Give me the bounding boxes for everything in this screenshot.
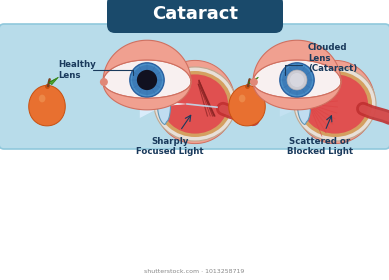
- Polygon shape: [249, 77, 258, 85]
- Circle shape: [282, 65, 312, 95]
- Polygon shape: [253, 82, 341, 110]
- Circle shape: [304, 101, 310, 107]
- Text: Cataract: Cataract: [152, 5, 238, 23]
- Polygon shape: [49, 77, 58, 85]
- Polygon shape: [296, 60, 375, 97]
- Ellipse shape: [39, 95, 46, 102]
- Circle shape: [250, 78, 258, 86]
- Ellipse shape: [154, 67, 236, 141]
- Text: shutterstock.com · 1013258719: shutterstock.com · 1013258719: [144, 269, 244, 274]
- Polygon shape: [280, 91, 309, 117]
- Ellipse shape: [239, 95, 245, 102]
- Circle shape: [100, 78, 108, 86]
- Polygon shape: [103, 40, 191, 81]
- Polygon shape: [253, 60, 341, 98]
- Polygon shape: [156, 60, 235, 97]
- Polygon shape: [298, 83, 310, 125]
- FancyBboxPatch shape: [0, 24, 389, 149]
- Text: Sharply
Focused Light: Sharply Focused Light: [136, 137, 204, 157]
- Polygon shape: [229, 85, 265, 126]
- Text: Scattered or
Blocked Light: Scattered or Blocked Light: [287, 137, 353, 157]
- Circle shape: [130, 63, 164, 97]
- Circle shape: [280, 63, 314, 97]
- Polygon shape: [103, 60, 191, 98]
- Ellipse shape: [158, 71, 232, 137]
- Circle shape: [290, 73, 304, 87]
- Polygon shape: [140, 90, 187, 118]
- Polygon shape: [253, 40, 341, 81]
- Ellipse shape: [294, 67, 376, 141]
- Ellipse shape: [298, 71, 372, 137]
- Ellipse shape: [302, 74, 368, 134]
- Polygon shape: [162, 102, 187, 106]
- Circle shape: [132, 65, 162, 95]
- Polygon shape: [158, 83, 171, 125]
- FancyBboxPatch shape: [107, 0, 283, 33]
- Ellipse shape: [162, 74, 228, 134]
- Text: Healthy
Lens: Healthy Lens: [58, 60, 96, 80]
- Text: Clouded
Lens
(Cataract): Clouded Lens (Cataract): [308, 43, 357, 73]
- Polygon shape: [296, 107, 375, 144]
- Polygon shape: [103, 82, 191, 110]
- Polygon shape: [29, 85, 65, 126]
- Circle shape: [287, 70, 307, 90]
- Circle shape: [287, 70, 307, 90]
- Polygon shape: [156, 107, 235, 144]
- Circle shape: [137, 70, 157, 90]
